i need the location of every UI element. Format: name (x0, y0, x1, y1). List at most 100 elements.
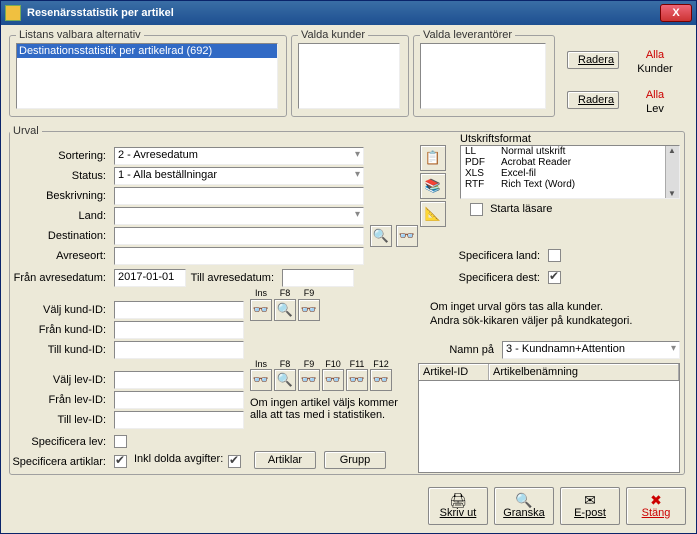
label-valj-kund: Välj kund-ID: (10, 301, 110, 319)
input-fran-kund[interactable] (114, 321, 244, 339)
combo-namn-listan[interactable]: 3 - Kundnamn+Attention (502, 341, 680, 359)
label-namn-listan: Namn på listan: (418, 341, 498, 359)
destination-binoculars-icon[interactable]: 👓 (396, 225, 418, 247)
checkbox-starta-lasare[interactable] (470, 203, 483, 216)
label-fran-kund: Från kund-ID: (10, 321, 110, 339)
kund-binoculars2-icon[interactable]: 👓 (298, 299, 320, 321)
fmt-row-xls[interactable]: XLSExcel-fil (461, 168, 679, 179)
lev-bino4-icon[interactable]: 👓 (346, 369, 368, 391)
magnifier-icon: 🔍 (515, 493, 532, 507)
col-artikel-id[interactable]: Artikel-ID (419, 364, 489, 380)
lev-bino3-icon[interactable]: 👓 (322, 369, 344, 391)
combo-land[interactable] (114, 207, 364, 225)
label-f8-kund: F8 (274, 288, 296, 298)
lev-bino5-icon[interactable]: 👓 (370, 369, 392, 391)
grupp-button[interactable]: Grupp (324, 451, 386, 469)
checkbox-spec-art[interactable] (114, 455, 127, 468)
skriv-ut-label: Skriv ut (440, 507, 477, 519)
radera-lev-button[interactable]: Radera (567, 91, 619, 109)
radera-kunder-button[interactable]: Radera (567, 51, 619, 69)
alla-kunder-link[interactable]: Alla (633, 49, 677, 61)
granska-button[interactable]: 🔍Granska (494, 487, 554, 525)
listbox-valda-lev[interactable] (420, 43, 546, 109)
checkbox-starta-lasare-wrapper: Starta läsare (470, 203, 552, 216)
col-artikel-benamning[interactable]: Artikelbenämning (489, 364, 679, 380)
label-spec-art: Specificera artiklar: (6, 453, 110, 471)
books-icon-button[interactable]: 📚 (420, 173, 446, 199)
legend-valda-lev: Valda leverantörer (420, 29, 515, 41)
input-valj-lev[interactable] (114, 371, 244, 389)
input-fran-avr-value: 2017-01-01 (118, 271, 174, 283)
alla-kunder-sublabel: Kunder (633, 63, 677, 75)
fmt-scrollbar[interactable] (665, 146, 679, 198)
label-ins-kund: Ins (250, 288, 272, 298)
combo-status[interactable]: 1 - Alla beställningar (114, 167, 364, 185)
combo-status-value: 1 - Alla beställningar (118, 169, 217, 181)
input-fran-lev[interactable] (114, 391, 244, 409)
label-land: Land: (10, 207, 110, 225)
label-till-lev: Till lev-ID: (10, 411, 110, 429)
label-f9-kund: F9 (298, 288, 320, 298)
checkbox-spec-dest[interactable] (548, 271, 561, 284)
label-inkl-dolda: Inkl dolda avgifter: (134, 453, 223, 465)
artiklar-button[interactable]: Artiklar (254, 451, 316, 469)
epost-button[interactable]: ✉E-post (560, 487, 620, 525)
close-icon: ✖ (650, 493, 662, 507)
listbox-alternativ[interactable]: Destinationsstatistik per artikelrad (69… (16, 43, 278, 109)
input-destination[interactable] (114, 227, 364, 245)
kund-binoculars-icon[interactable]: 👓 (250, 299, 272, 321)
fmt-row-ll[interactable]: LLNormal utskrift (461, 146, 679, 157)
fmt-row-rtf[interactable]: RTFRich Text (Word) (461, 179, 679, 190)
lev-bino2-icon[interactable]: 👓 (298, 369, 320, 391)
checkbox-inkl-dolda[interactable] (228, 455, 241, 468)
input-fran-avr[interactable]: 2017-01-01 (114, 269, 186, 287)
lev-search-icon[interactable]: 🔍 (274, 369, 296, 391)
label-beskrivning: Beskrivning: (10, 187, 110, 205)
artiklar-label: Artiklar (268, 454, 302, 466)
label-f9-lev: F9 (298, 359, 320, 369)
label-till-avr: Till avresedatum: (190, 269, 278, 287)
input-valj-kund[interactable] (114, 301, 244, 319)
label-starta-lasare: Starta läsare (490, 203, 552, 215)
input-till-kund[interactable] (114, 341, 244, 359)
label-f12-lev: F12 (370, 359, 392, 369)
app-icon (5, 5, 21, 21)
info-text-1: Om inget urval görs tas alla kunder. (430, 301, 680, 313)
artikel-table[interactable]: Artikel-ID Artikelbenämning (418, 363, 680, 473)
input-till-lev[interactable] (114, 411, 244, 429)
kund-search-icon[interactable]: 🔍 (274, 299, 296, 321)
radera-lev-label: Radera (578, 94, 614, 106)
input-avreseort[interactable] (114, 247, 364, 265)
combo-namn-value: 3 - Kundnamn+Attention (506, 343, 625, 355)
checkbox-spec-lev[interactable] (114, 435, 127, 448)
fmt-row-pdf[interactable]: PDFAcrobat Reader (461, 157, 679, 168)
epost-label: E-post (574, 507, 606, 519)
copy-icon-button[interactable]: 📋 (420, 145, 446, 171)
label-spec-dest: Specificera dest: (450, 269, 544, 287)
skriv-ut-button[interactable]: 🖨Skriv ut (428, 487, 488, 525)
window-root: Resenärsstatistik per artikel X Listans … (0, 0, 697, 534)
lev-bino1-icon[interactable]: 👓 (250, 369, 272, 391)
alla-lev-link[interactable]: Alla (633, 89, 677, 101)
checkbox-spec-land[interactable] (548, 249, 561, 262)
label-f10-lev: F10 (322, 359, 344, 369)
window-close-button[interactable]: X (660, 4, 692, 22)
label-fran-avr: Från avresedatum: (10, 269, 110, 287)
list-utskriftsformat[interactable]: LLNormal utskrift PDFAcrobat Reader XLSE… (460, 145, 680, 199)
group-urval: Urval Sortering: 2 - Avresedatum Status:… (9, 125, 685, 475)
input-beskrivning[interactable] (114, 187, 364, 205)
label-avreseort: Avreseort: (10, 247, 110, 265)
listbox-item-selected[interactable]: Destinationsstatistik per artikelrad (69… (17, 44, 277, 58)
listbox-valda-kunder[interactable] (298, 43, 400, 109)
destination-search-icon[interactable]: 🔍 (370, 225, 392, 247)
stang-label: Stäng (642, 507, 671, 519)
label-valj-lev: Välj lev-ID: (10, 371, 110, 389)
combo-sortering[interactable]: 2 - Avresedatum (114, 147, 364, 165)
legend-listans: Listans valbara alternativ (16, 29, 144, 41)
input-till-avr[interactable] (282, 269, 354, 287)
note-no-artikel: Om ingen artikel väljs kommer alla att t… (250, 397, 410, 421)
label-fran-lev: Från lev-ID: (10, 391, 110, 409)
layout-icon-button[interactable]: 📐 (420, 201, 446, 227)
stang-button[interactable]: ✖Stäng (626, 487, 686, 525)
granska-label: Granska (503, 507, 545, 519)
